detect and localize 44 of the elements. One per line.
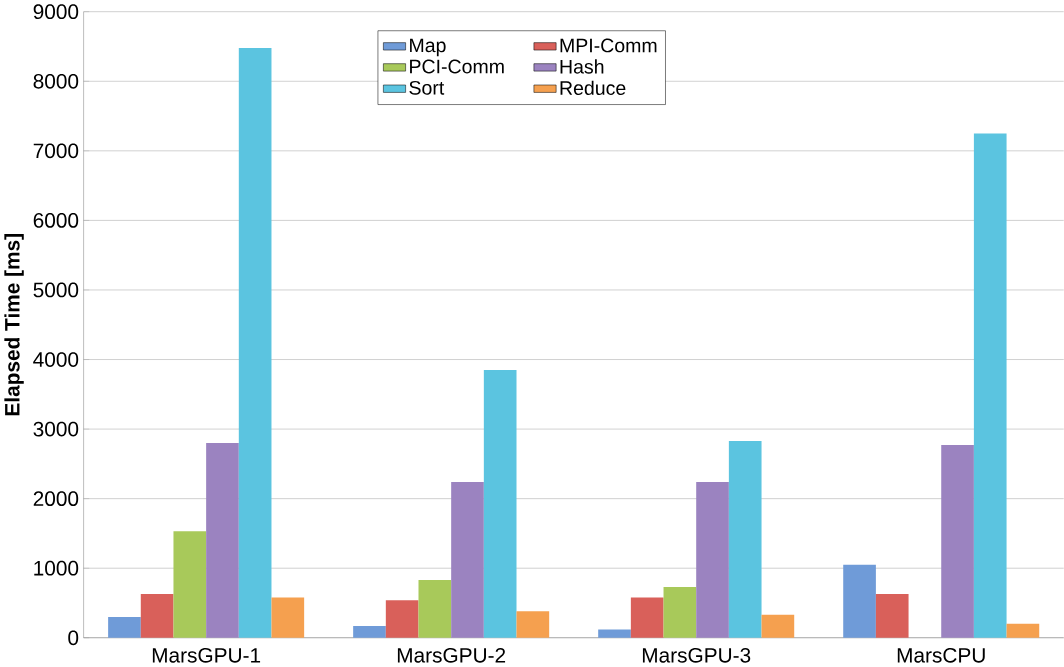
y-tick-label: 8000 bbox=[33, 73, 79, 89]
bar bbox=[598, 629, 631, 638]
bar bbox=[140, 593, 174, 638]
y-tick-label: 0 bbox=[68, 630, 79, 646]
legend-label: Map bbox=[410, 38, 446, 57]
y-tick-label: 6000 bbox=[33, 213, 79, 228]
x-tick-label: MarsGPU-2 bbox=[397, 647, 506, 663]
legend-label: PCI-Comm bbox=[410, 59, 504, 74]
bar bbox=[728, 440, 762, 638]
bar bbox=[173, 531, 207, 638]
bar bbox=[663, 587, 697, 638]
y-tick-label: 9000 bbox=[33, 4, 79, 20]
x-tick-label: MarsGPU-1 bbox=[152, 647, 261, 663]
bar bbox=[843, 564, 876, 638]
bar bbox=[875, 593, 909, 638]
y-tick-label: 5000 bbox=[33, 282, 79, 298]
y-tick-label: 4000 bbox=[33, 352, 79, 367]
y-tick-label: 2000 bbox=[33, 491, 79, 507]
legend-label: Reduce bbox=[560, 80, 626, 95]
bar bbox=[238, 47, 272, 638]
bar bbox=[483, 369, 517, 638]
bar bbox=[271, 597, 305, 638]
x-tick-label: MarsGPU-3 bbox=[642, 647, 751, 663]
y-axis-title: Elapsed Time [ms] bbox=[4, 234, 24, 416]
bar bbox=[630, 597, 664, 638]
bar bbox=[206, 443, 239, 638]
bar bbox=[516, 611, 550, 638]
bar bbox=[1006, 623, 1040, 638]
bar bbox=[385, 600, 419, 638]
y-tick-label: 7000 bbox=[33, 143, 79, 159]
bar bbox=[451, 481, 484, 638]
y-tick-label: 3000 bbox=[33, 421, 79, 437]
bar bbox=[973, 133, 1007, 638]
bar bbox=[941, 445, 974, 638]
legend-label: Sort bbox=[409, 80, 445, 95]
bar bbox=[418, 580, 452, 638]
bar bbox=[108, 616, 141, 638]
bar bbox=[353, 625, 386, 638]
bar bbox=[696, 481, 729, 638]
legend-label: MPI-Comm bbox=[560, 38, 657, 53]
bar bbox=[761, 614, 795, 638]
y-tick-label: 1000 bbox=[34, 560, 79, 576]
x-tick-label: MarsCPU bbox=[897, 647, 985, 663]
legend-label: Hash bbox=[560, 59, 604, 74]
